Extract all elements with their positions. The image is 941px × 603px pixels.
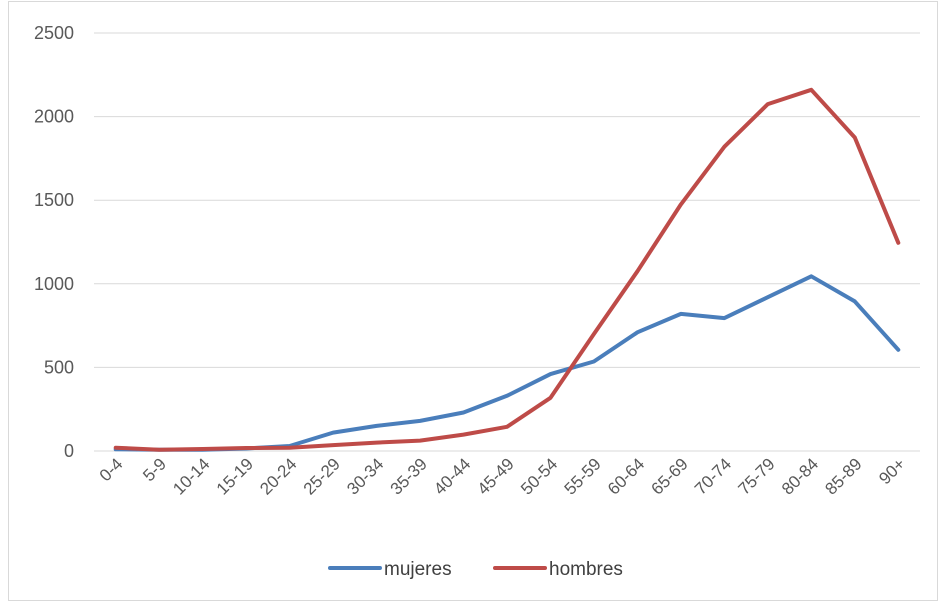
x-tick-label: 65-69 (648, 454, 692, 498)
x-tick-label: 70-74 (691, 454, 735, 498)
x-tick-label: 80-84 (778, 454, 822, 498)
legend-label-hombres: hombres (549, 559, 623, 580)
y-tick-label: 1500 (34, 190, 74, 210)
x-tick-label: 5-9 (139, 454, 170, 485)
x-tick-label: 10-14 (169, 454, 213, 498)
series-line-hombres (113, 87, 901, 452)
x-tick-label: 40-44 (430, 454, 474, 498)
series-line-mujeres (113, 274, 901, 452)
y-tick-label: 1000 (34, 274, 74, 294)
x-tick-label: 55-59 (561, 454, 605, 498)
legend-label-mujeres: mujeres (384, 559, 452, 580)
x-tick-label: 75-79 (734, 454, 778, 498)
y-tick-label: 2000 (34, 107, 74, 127)
x-tick-label: 35-39 (387, 454, 431, 498)
x-tick-label: 0-4 (96, 454, 127, 485)
x-axis-ticks: 0-4 5-9 10-14 15-19 20-24 25-29 30-34 35-39 40-4… (96, 454, 909, 498)
x-tick-label: 25-29 (300, 454, 344, 498)
x-tick-label: 90+ (875, 454, 909, 488)
x-tick-label: 15-19 (213, 454, 257, 498)
x-tick-label: 85-89 (821, 454, 865, 498)
y-tick-label: 500 (44, 357, 74, 377)
y-axis-ticks: 0 500 1000 1500 2000 2500 (34, 23, 74, 461)
series-lines (113, 87, 901, 452)
x-tick-label: 20-24 (256, 454, 300, 498)
x-tick-label: 50-54 (517, 454, 561, 498)
y-tick-label: 2500 (34, 23, 74, 43)
gridlines (94, 32, 920, 452)
x-tick-label: 45-49 (474, 454, 518, 498)
legend: mujeres hombres (328, 559, 623, 580)
x-tick-label: 60-64 (604, 454, 648, 498)
y-tick-label: 0 (64, 441, 74, 461)
x-tick-label: 30-34 (343, 454, 387, 498)
